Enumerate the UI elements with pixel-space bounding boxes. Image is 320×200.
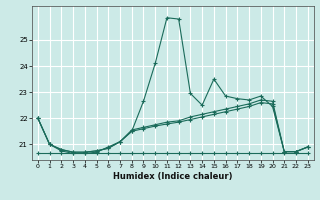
X-axis label: Humidex (Indice chaleur): Humidex (Indice chaleur) xyxy=(113,172,233,181)
